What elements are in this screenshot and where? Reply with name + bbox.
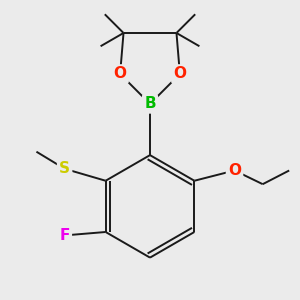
Text: F: F [59,228,70,243]
Text: O: O [228,163,241,178]
Text: O: O [173,67,186,82]
Text: S: S [59,161,70,176]
Text: O: O [114,67,127,82]
Text: B: B [144,96,156,111]
